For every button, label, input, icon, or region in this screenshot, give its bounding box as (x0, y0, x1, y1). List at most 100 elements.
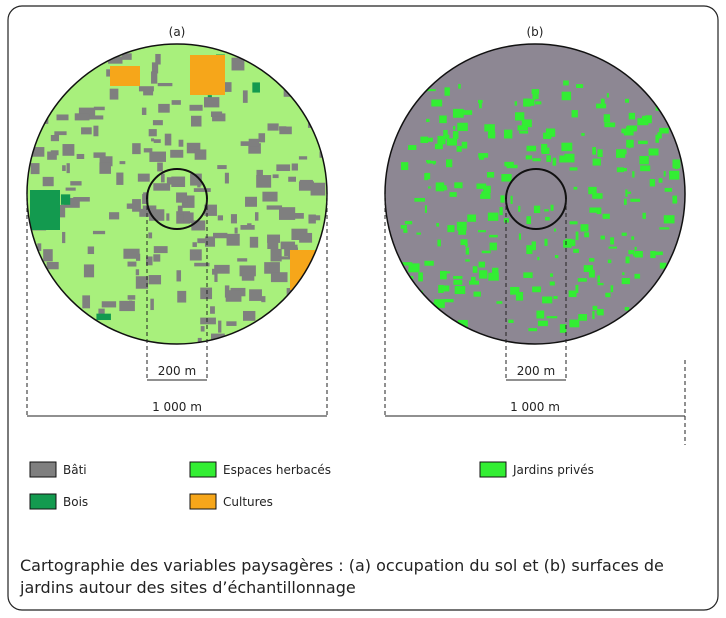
map-patch (227, 338, 233, 341)
map-patch (403, 229, 407, 233)
map-patch (454, 182, 462, 188)
legend: BâtiEspaces herbacésJardins privésBoisCu… (30, 462, 594, 509)
map-patch (551, 205, 554, 211)
map-patch (453, 126, 455, 130)
map-patch (624, 130, 634, 135)
map-patch (629, 113, 635, 120)
map-patch (588, 187, 596, 194)
map-patch (630, 312, 633, 319)
map-patch (299, 156, 307, 159)
map-patch (601, 99, 605, 107)
map-patch (453, 280, 462, 285)
map-patch (96, 314, 111, 320)
page: (a) (b) 200 m 1 000 m 200 m 1 000 m Bâti… (0, 0, 726, 618)
figure: (a) (b) 200 m 1 000 m 200 m 1 000 m Bâti… (0, 0, 726, 618)
map-patch (290, 77, 304, 81)
map-patch (191, 220, 205, 230)
map-patch (460, 239, 467, 245)
map-patch (43, 177, 54, 186)
map-patch (142, 108, 146, 115)
map-patch (542, 297, 552, 304)
map-patch (136, 269, 139, 275)
map-patch (211, 111, 222, 117)
map-patch (167, 177, 184, 184)
map-patch (119, 301, 135, 311)
map-patch (305, 47, 321, 57)
map-patch (441, 271, 450, 273)
map-patch (73, 67, 90, 72)
map-patch (584, 265, 593, 272)
map-patch (288, 177, 296, 182)
map-patch (442, 285, 449, 291)
map-patch (570, 221, 578, 224)
map-patch (57, 114, 69, 120)
map-patch (676, 246, 683, 253)
map-patch (82, 295, 90, 308)
map-patch (66, 188, 76, 191)
map-patch (664, 171, 666, 176)
map-patch (194, 188, 211, 192)
map-patch (626, 257, 630, 264)
map-patch (642, 116, 651, 120)
map-patch (150, 299, 154, 310)
map-patch (628, 192, 631, 194)
map-patch (218, 321, 221, 333)
map-patch (597, 207, 602, 214)
map-patch (550, 273, 553, 276)
map-patch (308, 215, 320, 220)
map-patch (30, 190, 60, 230)
map-patch (487, 172, 494, 178)
map-patch (242, 269, 255, 281)
map-patch (271, 249, 282, 262)
map-patch (628, 250, 634, 254)
map-patch (268, 123, 279, 130)
map-patch (453, 276, 462, 279)
map-patch (457, 123, 468, 131)
map-patch (423, 315, 431, 319)
map-patch (516, 292, 523, 301)
map-patch (406, 100, 414, 105)
map-patch (669, 171, 679, 180)
map-patch (569, 291, 577, 298)
map-patch (616, 149, 625, 158)
map-patch (593, 306, 598, 310)
map-patch (74, 323, 91, 332)
map-patch (28, 147, 44, 157)
map-patch (488, 213, 498, 221)
map-patch (589, 208, 597, 213)
map-patch (611, 285, 614, 292)
map-patch (35, 273, 46, 283)
map-patch (109, 212, 119, 219)
map-patch (436, 321, 439, 329)
map-patch (258, 133, 265, 142)
map-patch (578, 278, 587, 282)
map-patch (672, 159, 680, 168)
map-patch (622, 272, 624, 275)
map-patch (444, 299, 454, 302)
map-patch (676, 281, 679, 288)
map-patch (457, 146, 462, 152)
map-patch (519, 131, 528, 134)
map-patch (617, 167, 624, 172)
map-patch (570, 167, 578, 170)
map-patch (317, 131, 334, 134)
map-patch (93, 231, 105, 234)
map-patch (281, 340, 290, 348)
map-patch (62, 144, 74, 156)
map-patch (453, 109, 464, 118)
map-patch (60, 320, 65, 330)
map-patch (418, 272, 423, 281)
map-patch (471, 277, 475, 281)
map-patch (474, 292, 481, 297)
map-patch (523, 272, 532, 278)
legend-label: Bois (63, 495, 88, 509)
map-patch (665, 284, 667, 287)
map-patch (560, 324, 567, 333)
map-patch (547, 316, 558, 318)
map-patch (446, 159, 452, 167)
map-patch (544, 239, 547, 246)
map-patch (479, 262, 485, 268)
map-patch (414, 86, 420, 90)
map-patch (638, 141, 648, 144)
map-patch (476, 183, 486, 188)
